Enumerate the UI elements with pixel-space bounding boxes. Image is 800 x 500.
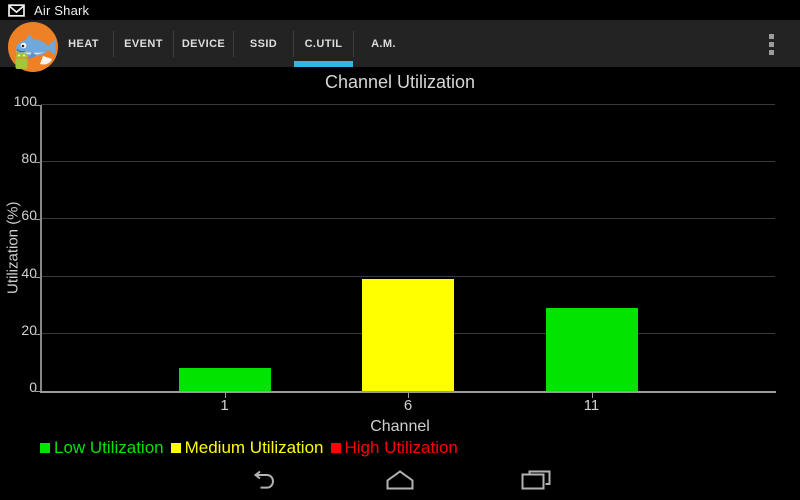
y-axis-line bbox=[40, 105, 42, 393]
chart-title: Channel Utilization bbox=[324, 72, 476, 92]
gridline-100 bbox=[41, 104, 775, 105]
gridline-60 bbox=[41, 218, 775, 220]
home-button[interactable] bbox=[364, 460, 436, 500]
tab-label: DEVICE bbox=[181, 37, 226, 50]
legend-swatch-icon bbox=[40, 443, 50, 453]
tab-am[interactable]: A.M. bbox=[354, 20, 413, 67]
legend-swatch-icon bbox=[330, 443, 341, 453]
tab-divider bbox=[173, 30, 174, 57]
tab-divider bbox=[293, 30, 294, 57]
x-tick-label: 1 bbox=[220, 397, 229, 414]
tab-label: HEAT bbox=[68, 37, 99, 50]
x-axis-label: Channel bbox=[370, 418, 430, 435]
status-app-title: Air Shark bbox=[34, 2, 90, 18]
tab-cutil[interactable]: C.UTIL bbox=[294, 20, 353, 67]
tab-device[interactable]: DEVICE bbox=[174, 20, 233, 67]
y-tick-mark bbox=[35, 333, 40, 335]
x-tick-mark bbox=[408, 393, 409, 398]
tab-event[interactable]: EVENT bbox=[114, 20, 173, 67]
recents-icon bbox=[521, 470, 551, 490]
home-icon bbox=[386, 470, 414, 490]
status-bar: Air Shark bbox=[0, 0, 800, 20]
legend-label: High Utilization bbox=[344, 438, 458, 457]
y-axis-label: Utilization (%) bbox=[4, 201, 22, 295]
chart-legend: Low Utilization Medium Utilization High Ut… bbox=[40, 438, 458, 458]
y-tick-mark bbox=[35, 276, 40, 278]
legend-label: Medium Utilization bbox=[184, 438, 324, 457]
tab-label: SSID bbox=[249, 37, 278, 50]
legend-swatch-icon bbox=[170, 443, 181, 453]
gridline-40 bbox=[41, 275, 775, 277]
x-tick-label: 11 bbox=[583, 397, 600, 414]
back-button[interactable] bbox=[229, 460, 301, 500]
y-tick-label: 100 bbox=[13, 93, 37, 109]
tab-bar: HEAT EVENT DEVICE SSID C.UTIL A.M. bbox=[0, 20, 800, 72]
x-tick-label: 6 bbox=[403, 397, 413, 414]
plot-area bbox=[41, 104, 775, 391]
tab-divider bbox=[233, 30, 234, 57]
navigation-bar bbox=[0, 460, 800, 500]
y-tick-label: 20 bbox=[21, 321, 37, 338]
y-tick-mark bbox=[35, 219, 40, 221]
gridline-80 bbox=[41, 161, 775, 163]
x-axis-line bbox=[40, 391, 776, 393]
tab-strip: HEAT EVENT DEVICE SSID C.UTIL A.M. bbox=[54, 20, 413, 67]
tab-label: A.M. bbox=[371, 37, 396, 50]
y-tick-mark bbox=[35, 391, 40, 392]
legend-label: Low Utilization bbox=[54, 438, 164, 457]
y-tick-label: 80 bbox=[21, 150, 37, 167]
tab-ssid[interactable]: SSID bbox=[234, 20, 293, 67]
bar-channel-6 bbox=[362, 279, 454, 391]
legend-item: Medium Utilization bbox=[170, 438, 324, 458]
recents-button[interactable] bbox=[500, 460, 572, 500]
bar-channel-1 bbox=[178, 368, 271, 391]
tab-divider bbox=[353, 30, 354, 57]
x-tick-mark bbox=[224, 393, 226, 398]
gmail-envelope-icon bbox=[8, 3, 25, 17]
y-tick-mark bbox=[35, 162, 40, 164]
y-tick-label: 0 bbox=[29, 379, 37, 395]
legend-item: High Utilization bbox=[330, 438, 458, 458]
y-tick-label: 60 bbox=[21, 207, 37, 224]
bar-channel-11 bbox=[545, 308, 638, 391]
legend-item: Low Utilization bbox=[40, 438, 164, 458]
tab-label: EVENT bbox=[124, 37, 163, 50]
back-icon bbox=[253, 470, 274, 489]
tab-heat[interactable]: HEAT bbox=[54, 20, 113, 67]
y-tick-label: 40 bbox=[21, 264, 37, 281]
tab-divider bbox=[113, 30, 114, 57]
active-tab-underline bbox=[294, 61, 353, 67]
tab-label: C.UTIL bbox=[304, 37, 343, 50]
overflow-menu-icon[interactable] bbox=[762, 29, 780, 59]
y-tick-mark bbox=[35, 105, 40, 106]
x-tick-mark bbox=[591, 393, 593, 398]
air-shark-logo-icon bbox=[7, 21, 59, 73]
